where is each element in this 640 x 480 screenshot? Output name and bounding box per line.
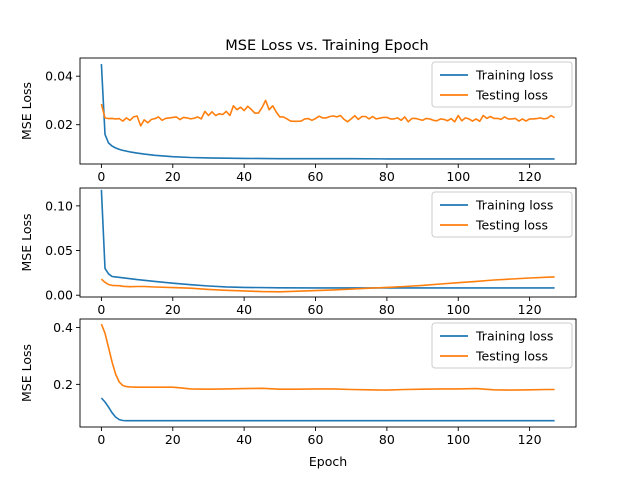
x-axis-label: Epoch	[309, 454, 347, 469]
x-tick-label: 120	[518, 302, 542, 317]
x-tick-label: 20	[165, 169, 181, 184]
x-tick-label: 0	[97, 302, 105, 317]
x-tick-label: 60	[308, 432, 324, 447]
x-tick-label: 60	[308, 302, 324, 317]
training-loss-line	[100, 397, 555, 422]
y-tick-label: 0.00	[45, 288, 73, 303]
testing-loss-line	[100, 99, 556, 127]
x-tick-label: 80	[379, 432, 395, 447]
subplot-2: 0 20 40 60 80 100 120 0.00 0.05 0.10 MSE Loss Train…	[19, 187, 577, 317]
figure-title: MSE Loss vs. Training Epoch	[225, 38, 428, 54]
x-tick-label: 0	[97, 169, 105, 184]
y-tick-label: 0.05	[45, 243, 73, 258]
training-loss-line	[100, 64, 555, 160]
legend-label: Training loss	[475, 198, 553, 213]
x-tick-label: 100	[446, 432, 470, 447]
plot-frame	[79, 57, 577, 165]
x-tick-label: 100	[446, 302, 470, 317]
x-tick-label: 40	[236, 169, 252, 184]
x-tick-label: 120	[518, 432, 542, 447]
x-tick-label: 80	[379, 169, 395, 184]
plot-frame	[79, 318, 577, 428]
y-tick-label: 0.10	[45, 198, 73, 213]
y-tick-label: 0.04	[45, 69, 73, 84]
training-loss-line	[100, 189, 555, 289]
legend: Training loss Testing loss	[431, 322, 573, 369]
x-tick-label: 40	[236, 302, 252, 317]
y-axis-label: MSE Loss	[19, 213, 34, 271]
subplot-1: 0 20 40 60 80 100 120 0.02 0.04 MSE Loss Training …	[19, 57, 577, 184]
x-tick-label: 0	[97, 432, 105, 447]
legend-label: Training loss	[475, 68, 553, 83]
x-tick-label: 100	[446, 169, 470, 184]
x-tick-label: 20	[165, 432, 181, 447]
legend-label: Testing loss	[475, 349, 548, 364]
plot-frame	[79, 187, 577, 298]
testing-loss-line	[100, 276, 555, 293]
testing-loss-line	[100, 323, 555, 391]
x-tick-label: 20	[165, 302, 181, 317]
y-axis-label: MSE Loss	[19, 82, 34, 140]
x-tick-label: 60	[308, 169, 324, 184]
y-tick-label: 0.2	[53, 377, 73, 392]
x-tick-label: 120	[518, 169, 542, 184]
x-tick-label: 80	[379, 302, 395, 317]
legend-label: Testing loss	[475, 218, 548, 233]
y-axis-label: MSE Loss	[19, 344, 34, 402]
legend-label: Testing loss	[475, 88, 548, 103]
legend-label: Training loss	[475, 329, 553, 344]
legend: Training loss Testing loss	[431, 61, 573, 108]
y-tick-label: 0.4	[53, 320, 73, 335]
legend: Training loss Testing loss	[431, 191, 573, 238]
y-tick-label: 0.02	[45, 117, 73, 132]
panels: 0 20 40 60 80 100 120 0.02 0.04 MSE Loss Training …	[19, 57, 577, 469]
subplot-3: 0 20 40 60 80 100 120 0.2 0.4 MSE Loss Epoch Traini…	[19, 318, 577, 469]
x-tick-label: 40	[236, 432, 252, 447]
